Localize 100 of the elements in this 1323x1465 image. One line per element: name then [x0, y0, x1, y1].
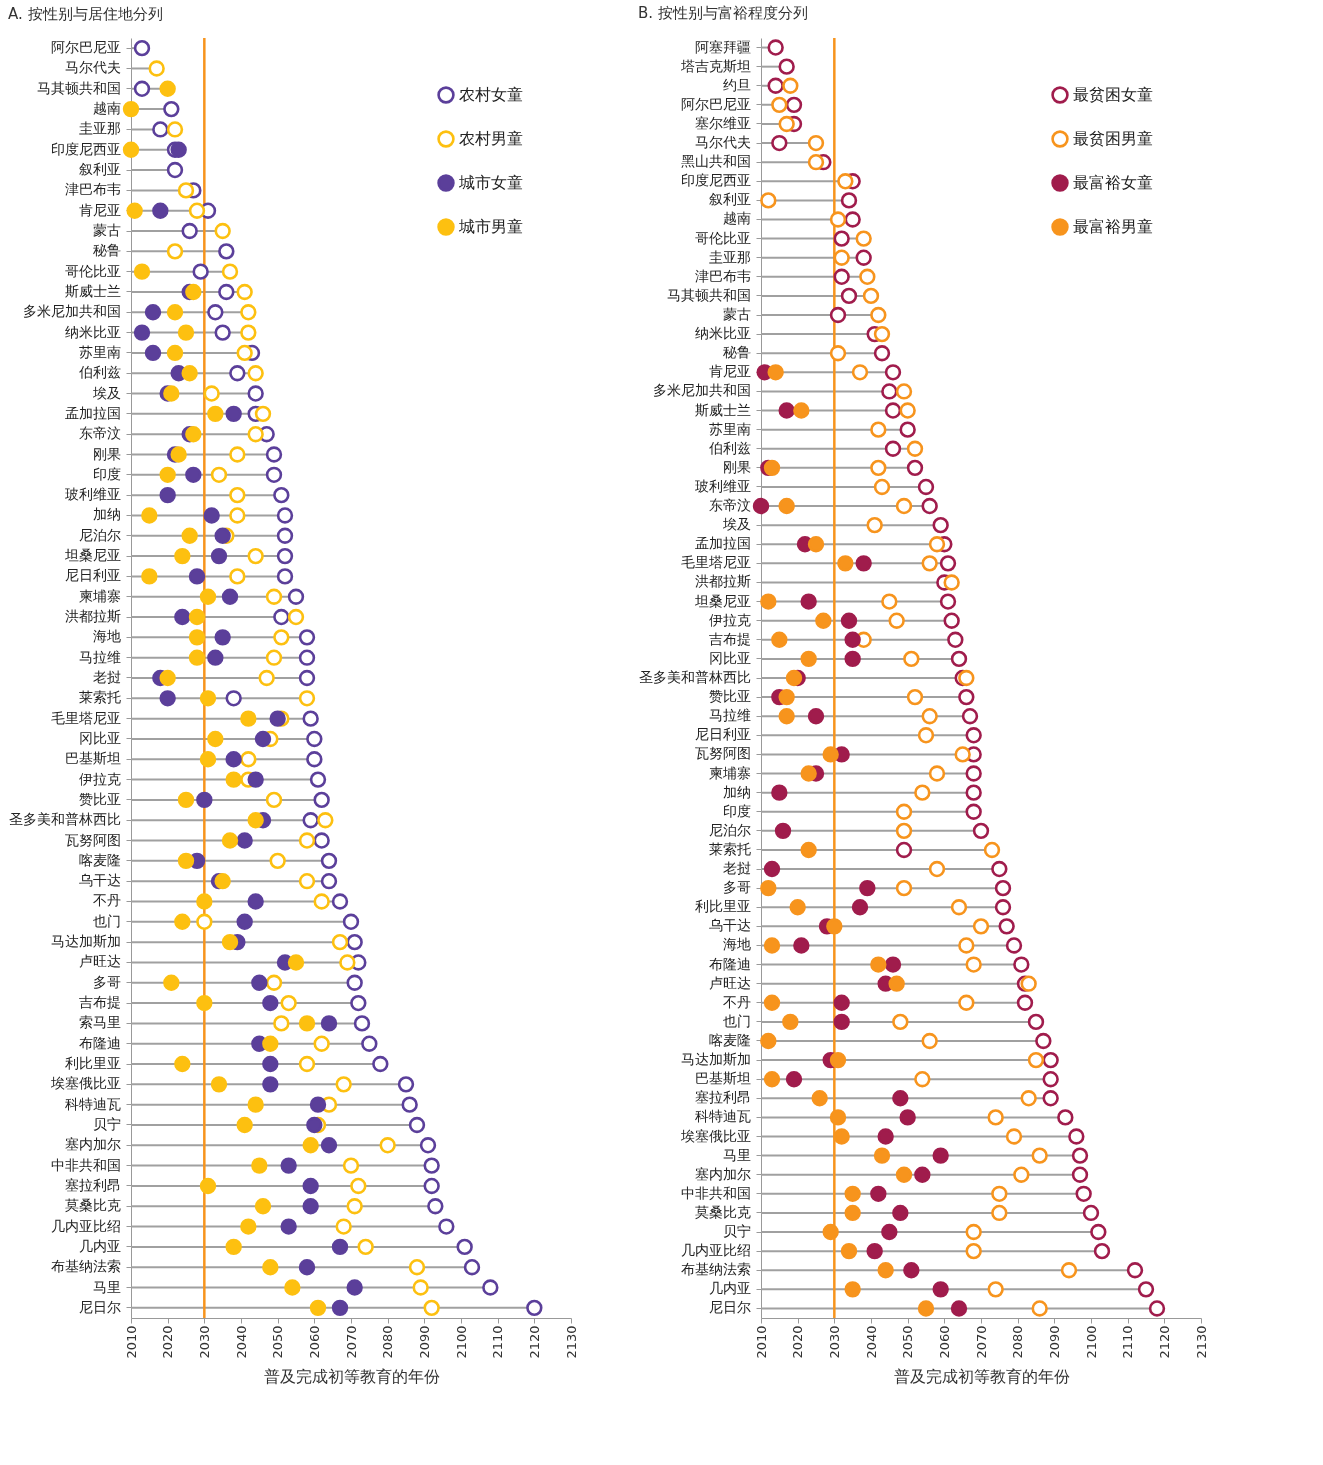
point [771, 784, 788, 801]
y-tick-label: 伯利兹 [707, 439, 751, 456]
point [778, 688, 795, 706]
point [166, 344, 184, 362]
point [148, 60, 165, 77]
legend-label: 城市女童 [458, 173, 523, 192]
point [317, 812, 334, 829]
point [177, 791, 195, 809]
point [313, 893, 330, 910]
point [800, 650, 817, 668]
point [163, 385, 180, 402]
point [844, 1204, 861, 1222]
y-tick-label: 柬埔寨 [708, 764, 751, 781]
point [771, 631, 788, 648]
point [280, 1218, 297, 1235]
y-tick-label: 埃塞俄比亚 [679, 1127, 751, 1144]
y-tick-label: 莫桑比克 [64, 1197, 121, 1214]
point [350, 1177, 367, 1195]
legend-label: 城市男童 [458, 217, 523, 236]
point [302, 1198, 319, 1215]
y-tick-label: 布隆迪 [708, 955, 751, 972]
point [159, 80, 176, 97]
y-tick-label: 卢旺达 [78, 953, 121, 970]
point [800, 841, 817, 859]
point [877, 1262, 894, 1279]
y-tick-label: 埃及 [91, 384, 121, 401]
y-tick-label: 纳米比亚 [64, 323, 121, 340]
y-tick-label: 卢旺达 [708, 974, 751, 991]
point [258, 669, 275, 687]
point [166, 243, 184, 260]
y-tick-label: 利比里亚 [64, 1055, 121, 1072]
point [844, 1185, 861, 1202]
point [254, 730, 272, 748]
point [166, 304, 184, 321]
y-tick-label: 中非共和国 [50, 1156, 121, 1173]
point [840, 1242, 858, 1260]
point [262, 1076, 279, 1093]
point [870, 1185, 887, 1202]
y-tick-label: 几内亚 [78, 1237, 121, 1254]
point [221, 832, 239, 849]
y-tick-label: 孟加拉国 [694, 535, 751, 552]
point [196, 913, 213, 930]
y-tick-label: 莫桑比克 [694, 1203, 751, 1220]
point [778, 708, 795, 725]
point [236, 283, 253, 301]
point [833, 994, 850, 1011]
point [379, 1137, 396, 1154]
y-tick-label: 阿尔巴尼亚 [50, 39, 121, 56]
y-tick-label: 多米尼加共和国 [652, 382, 751, 399]
x-tick-label: 2060 [306, 1325, 322, 1359]
x-tick-label: 2120 [526, 1325, 542, 1359]
y-tick-label: 尼泊尔 [708, 821, 751, 838]
point [122, 100, 140, 118]
y-tick-label: 马拉维 [708, 707, 751, 724]
point [888, 975, 905, 992]
point [236, 913, 253, 930]
y-tick-label: 布基纳法索 [680, 1261, 751, 1278]
point [331, 1299, 349, 1317]
point [789, 899, 806, 916]
point [833, 1128, 850, 1145]
point [251, 974, 268, 991]
point [339, 954, 356, 971]
y-tick-label: 蒙古 [92, 222, 121, 239]
y-tick-label: 冈比亚 [78, 729, 121, 746]
point [188, 202, 206, 219]
point [247, 426, 264, 443]
chart-title: A. 按性别与居住地分列 [8, 5, 163, 24]
point [240, 710, 257, 727]
point [225, 1238, 242, 1256]
y-tick-label: 尼日利亚 [64, 567, 121, 584]
point [221, 933, 239, 951]
point [870, 956, 887, 973]
x-tick-label: 2060 [936, 1325, 952, 1359]
point [269, 852, 286, 870]
x-tick-label: 2100 [1083, 1325, 1099, 1359]
y-tick-label: 叙利亚 [708, 191, 751, 208]
y-tick-label: 多哥 [92, 973, 121, 990]
y-tick-label: 老挝 [92, 669, 121, 685]
point [829, 1109, 847, 1126]
point [196, 893, 213, 910]
y-tick-label: 几内亚比绍 [50, 1217, 121, 1234]
point [859, 879, 876, 897]
point [932, 1281, 949, 1298]
point [181, 527, 198, 544]
point [133, 324, 151, 341]
point [346, 1198, 363, 1215]
y-tick-label: 马尔代夫 [64, 59, 121, 76]
point [214, 527, 231, 544]
point [793, 937, 810, 954]
point [778, 497, 795, 515]
point [225, 751, 242, 768]
point [273, 629, 290, 646]
point [866, 1242, 883, 1260]
point [152, 202, 169, 219]
y-tick-label: 多哥 [722, 879, 751, 896]
y-tick-label: 尼日尔 [78, 1298, 121, 1315]
y-tick-label: 印度 [722, 802, 751, 819]
y-tick-label: 印度尼西亚 [680, 172, 751, 189]
chart-title: B. 按性别与富裕程度分列 [638, 4, 808, 23]
point [287, 608, 305, 626]
